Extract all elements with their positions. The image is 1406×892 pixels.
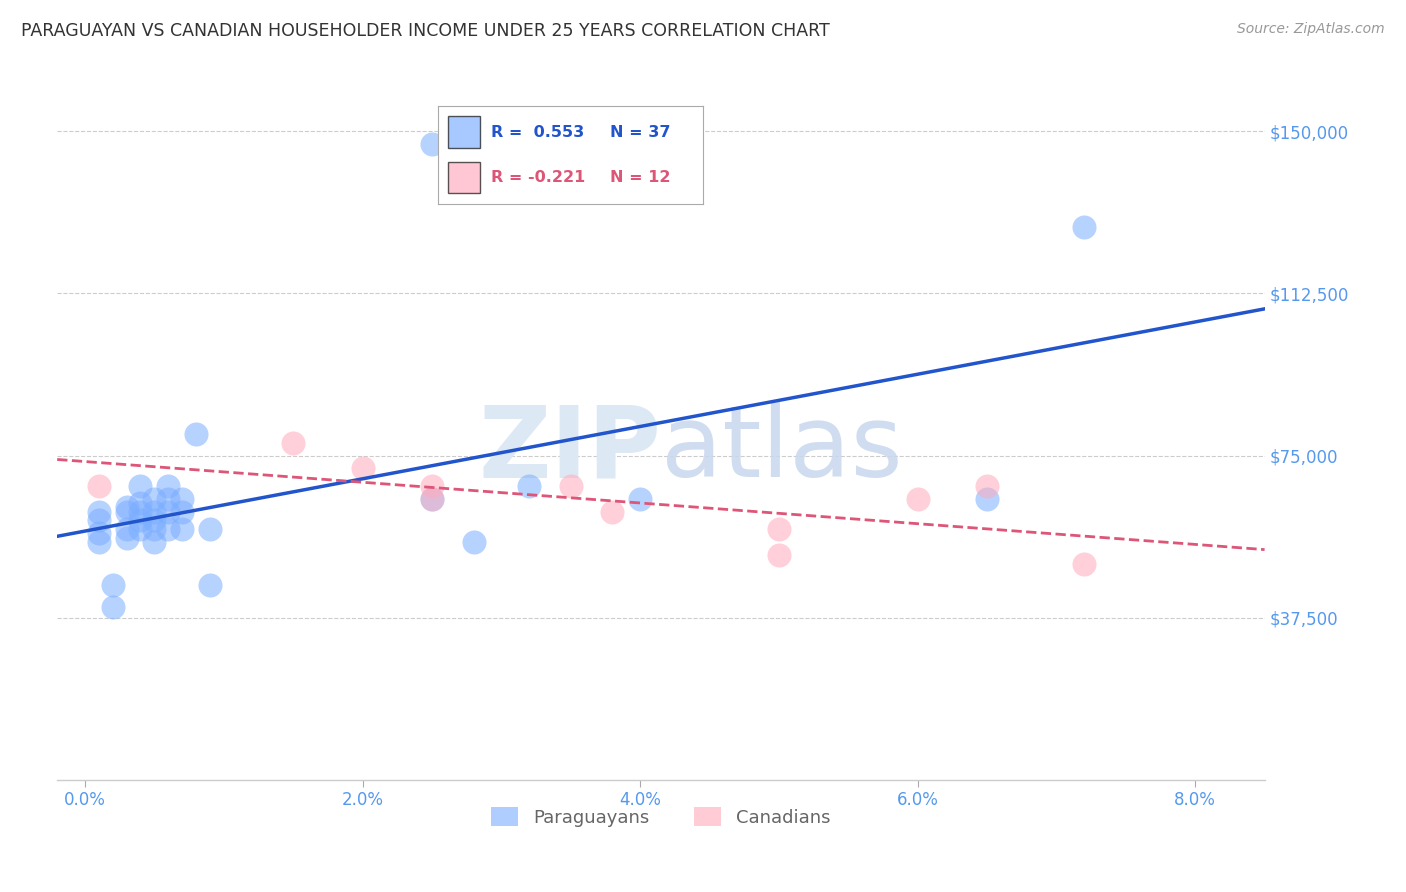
Point [198,578,221,592]
Point [352,461,374,475]
Point [143,535,166,549]
Point [157,505,180,519]
Point [463,535,485,549]
Point [143,522,166,536]
Point [143,491,166,506]
Point [157,522,180,536]
Point [420,491,443,506]
Text: atlas: atlas [661,401,903,498]
Point [101,578,124,592]
Point [420,491,443,506]
Point [976,491,998,506]
Point [768,522,790,536]
Point [87,479,110,493]
Point [87,526,110,541]
Point [157,491,180,506]
Point [517,479,540,493]
Point [129,505,152,519]
Point [115,522,138,536]
Point [143,513,166,527]
Point [1073,557,1095,571]
Legend: Paraguayans, Canadians: Paraguayans, Canadians [484,800,838,834]
Point [115,531,138,545]
Point [129,479,152,493]
Point [976,479,998,493]
Point [101,599,124,614]
Point [600,505,623,519]
Point [907,491,929,506]
Point [143,505,166,519]
Point [628,491,651,506]
Point [198,522,221,536]
Point [560,479,582,493]
Point [420,137,443,152]
Point [420,479,443,493]
Point [768,548,790,562]
Point [157,479,180,493]
Point [172,522,194,536]
Point [87,535,110,549]
Point [129,496,152,510]
Point [1073,219,1095,234]
Point [115,500,138,515]
Point [87,505,110,519]
Text: Source: ZipAtlas.com: Source: ZipAtlas.com [1237,22,1385,37]
Point [87,513,110,527]
Text: PARAGUAYAN VS CANADIAN HOUSEHOLDER INCOME UNDER 25 YEARS CORRELATION CHART: PARAGUAYAN VS CANADIAN HOUSEHOLDER INCOM… [21,22,830,40]
Point [184,426,207,441]
Text: ZIP: ZIP [478,401,661,498]
Point [281,435,304,450]
Point [115,505,138,519]
Point [129,522,152,536]
Point [172,505,194,519]
Point [172,491,194,506]
Point [129,513,152,527]
